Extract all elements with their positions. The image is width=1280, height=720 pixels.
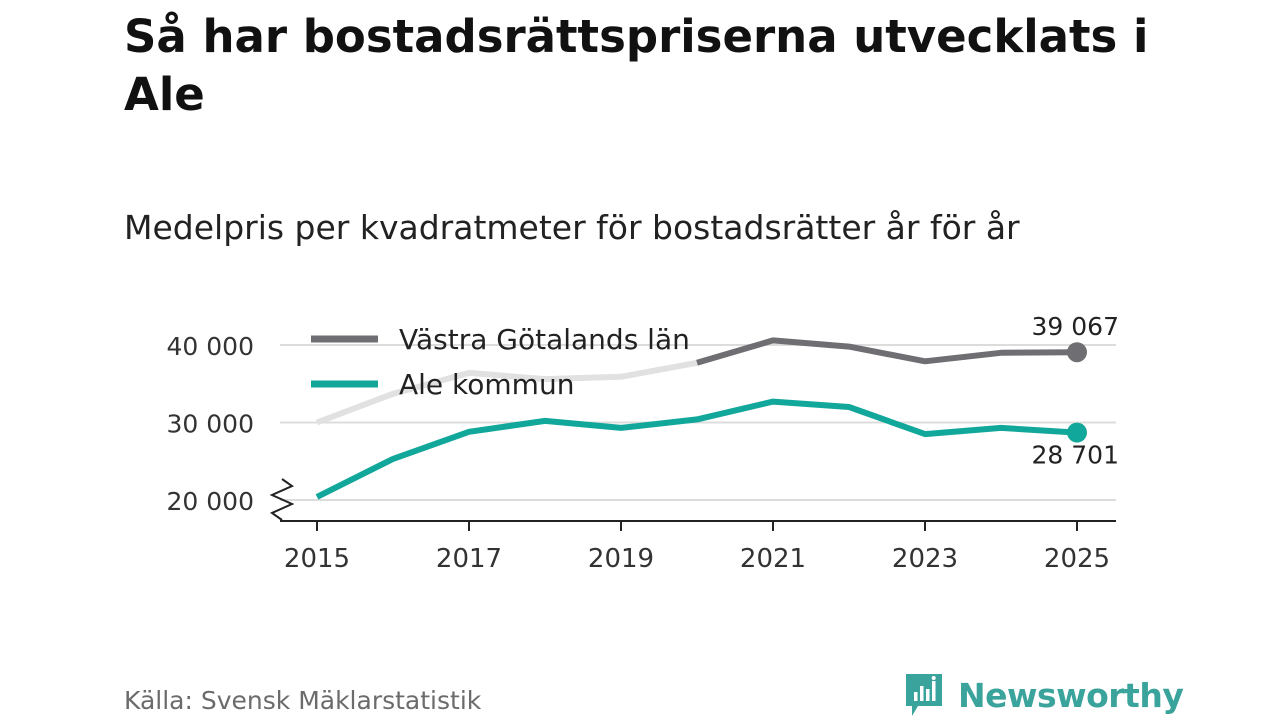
y-tick-label: 20 000 bbox=[167, 487, 254, 516]
x-tick-label: 2017 bbox=[436, 544, 502, 574]
brand-name: Newsworthy bbox=[958, 675, 1184, 715]
y-tick-label: 40 000 bbox=[167, 332, 254, 361]
series-line-ale bbox=[315, 398, 1078, 500]
series-line-vastra-gotaland-faded bbox=[315, 359, 698, 426]
end-point-ale bbox=[1067, 422, 1087, 443]
chart-subtitle: Medelpris per kvadratmeter för bostadsrä… bbox=[124, 208, 1020, 247]
source-note: Källa: Svensk Mäklarstatistik bbox=[124, 686, 482, 715]
x-tick-label: 2023 bbox=[892, 544, 958, 574]
end-label-ale: 28 701 bbox=[1032, 441, 1119, 470]
x-tick-label: 2021 bbox=[740, 544, 806, 574]
y-tick-label: 30 000 bbox=[167, 410, 254, 439]
axis-break-icon bbox=[269, 478, 295, 521]
newsworthy-logo-icon bbox=[906, 674, 942, 716]
legend-label-ale: Ale kommun bbox=[399, 368, 574, 401]
brand: Newsworthy bbox=[902, 670, 1184, 720]
x-tick-label: 2015 bbox=[284, 544, 350, 574]
x-tick-label: 2019 bbox=[588, 544, 654, 574]
x-tick-label: 2025 bbox=[1044, 544, 1110, 574]
chart-title: Så har bostadsrättspriserna utvecklats i… bbox=[124, 10, 1149, 121]
end-label-vastra-gotaland: 39 067 bbox=[1032, 312, 1119, 341]
series-line-vastra-gotaland bbox=[696, 337, 1078, 366]
legend-label-vastra-gotaland: Västra Götalands län bbox=[399, 323, 690, 356]
end-point-vastra-gotaland bbox=[1067, 342, 1087, 363]
